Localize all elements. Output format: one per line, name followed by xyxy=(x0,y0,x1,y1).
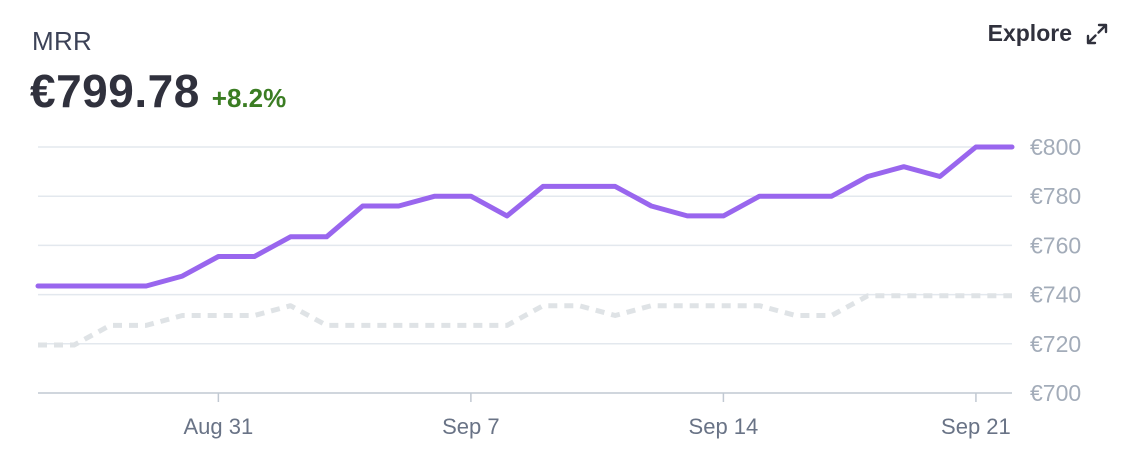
axis-layer: €700 €720 €740 €760 €780 €800 Aug 31 Sep 7 Sep 1… xyxy=(184,134,1082,439)
metric-change-badge: +8.2% xyxy=(211,83,287,113)
metric-value-row: €799.78 +8.2% xyxy=(30,64,286,118)
previous-period-series-line xyxy=(38,293,1012,348)
explore-link[interactable]: Explore xyxy=(988,20,1108,47)
x-tick-label: Sep 14 xyxy=(689,414,759,439)
series-layer xyxy=(35,144,1015,348)
grid-layer xyxy=(38,146,1012,394)
metric-value: €799.78 xyxy=(30,65,200,117)
current-period-series-line xyxy=(35,144,1015,289)
y-tick-label: €780 xyxy=(1030,183,1081,209)
y-tick-label: €740 xyxy=(1030,282,1081,308)
x-tick-label: Aug 31 xyxy=(184,414,254,439)
x-tick-label: Sep 21 xyxy=(941,414,1011,439)
x-tick-label: Sep 7 xyxy=(442,414,500,439)
y-tick-label: €800 xyxy=(1030,134,1081,160)
expand-arrows-icon xyxy=(1086,23,1108,45)
y-tick-label: €720 xyxy=(1030,331,1081,357)
explore-label: Explore xyxy=(987,20,1072,46)
y-tick-label: €700 xyxy=(1030,380,1081,406)
metric-title: MRR xyxy=(32,26,93,56)
y-tick-label: €760 xyxy=(1030,232,1081,258)
